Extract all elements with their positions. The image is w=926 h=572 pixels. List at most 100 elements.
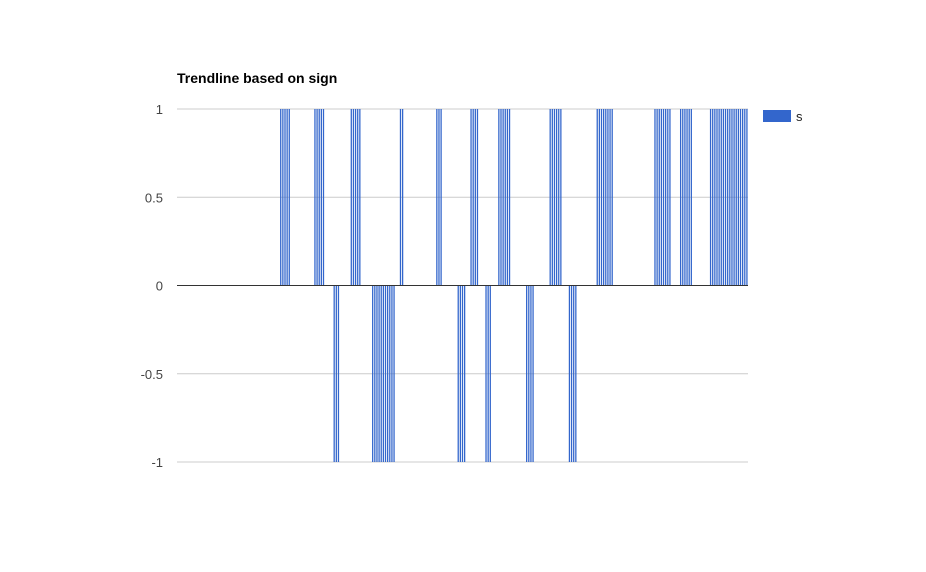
bar[interactable]	[665, 109, 667, 286]
bar[interactable]	[284, 109, 286, 286]
bar[interactable]	[350, 109, 352, 286]
bar[interactable]	[720, 109, 722, 286]
bar[interactable]	[729, 109, 731, 286]
bar[interactable]	[600, 109, 603, 286]
bar[interactable]	[609, 109, 611, 286]
bar[interactable]	[709, 109, 712, 286]
bar[interactable]	[654, 109, 656, 286]
bar[interactable]	[335, 285, 337, 463]
bar[interactable]	[387, 285, 389, 463]
bar[interactable]	[722, 109, 725, 286]
bar[interactable]	[658, 109, 660, 286]
bar[interactable]	[378, 285, 380, 463]
bar[interactable]	[459, 285, 461, 463]
bar[interactable]	[461, 285, 464, 463]
bar[interactable]	[716, 109, 718, 286]
bar[interactable]	[669, 109, 671, 286]
bar[interactable]	[504, 109, 506, 286]
bar[interactable]	[372, 285, 374, 463]
bar[interactable]	[526, 285, 528, 463]
bar[interactable]	[438, 109, 440, 286]
bar[interactable]	[470, 109, 472, 286]
bar[interactable]	[679, 109, 682, 286]
bar[interactable]	[318, 109, 320, 286]
bar[interactable]	[393, 285, 395, 463]
bar[interactable]	[605, 109, 607, 286]
bar[interactable]	[660, 109, 663, 286]
bar[interactable]	[502, 109, 504, 286]
bar[interactable]	[457, 285, 459, 463]
bar[interactable]	[337, 285, 340, 463]
bar[interactable]	[498, 109, 500, 286]
bar[interactable]	[662, 109, 665, 286]
bar[interactable]	[607, 109, 609, 286]
bar[interactable]	[573, 285, 575, 463]
bar[interactable]	[464, 285, 466, 463]
bar[interactable]	[389, 285, 391, 463]
bar[interactable]	[401, 109, 404, 286]
bar[interactable]	[474, 109, 476, 286]
bar[interactable]	[555, 109, 558, 286]
bar[interactable]	[737, 109, 740, 286]
bar[interactable]	[553, 109, 556, 286]
bar[interactable]	[280, 109, 282, 286]
bar[interactable]	[333, 285, 335, 463]
bar[interactable]	[667, 109, 669, 286]
bar[interactable]	[528, 285, 530, 463]
bar[interactable]	[487, 285, 489, 463]
bar[interactable]	[476, 109, 479, 286]
bar[interactable]	[352, 109, 355, 286]
bar[interactable]	[506, 109, 509, 286]
bar[interactable]	[382, 285, 385, 463]
bar[interactable]	[376, 285, 378, 463]
bar[interactable]	[731, 109, 733, 286]
bar[interactable]	[472, 109, 474, 286]
bar[interactable]	[724, 109, 727, 286]
bar[interactable]	[560, 109, 562, 286]
bar[interactable]	[746, 109, 748, 286]
bar[interactable]	[598, 109, 601, 286]
bar[interactable]	[532, 285, 534, 463]
bar[interactable]	[530, 285, 532, 463]
bar[interactable]	[320, 109, 322, 286]
bar[interactable]	[399, 109, 402, 286]
bar[interactable]	[558, 109, 560, 286]
bar[interactable]	[656, 109, 658, 286]
bar[interactable]	[440, 109, 442, 286]
bar[interactable]	[682, 109, 684, 286]
bar[interactable]	[735, 109, 737, 286]
bar[interactable]	[684, 109, 686, 286]
bar[interactable]	[549, 109, 551, 286]
legend[interactable]: s	[763, 109, 803, 124]
bar[interactable]	[739, 109, 742, 286]
bar[interactable]	[714, 109, 716, 286]
bar[interactable]	[286, 109, 288, 286]
bar[interactable]	[322, 109, 325, 286]
bar[interactable]	[380, 285, 382, 463]
bar[interactable]	[718, 109, 720, 286]
bar[interactable]	[288, 109, 290, 286]
bar[interactable]	[282, 109, 284, 286]
bar[interactable]	[611, 109, 613, 286]
bar[interactable]	[391, 285, 393, 463]
bar[interactable]	[374, 285, 376, 463]
bar[interactable]	[384, 285, 387, 463]
bar[interactable]	[742, 109, 744, 286]
bar[interactable]	[603, 109, 605, 286]
bar[interactable]	[575, 285, 577, 463]
bar[interactable]	[316, 109, 318, 286]
bar[interactable]	[357, 109, 359, 286]
bar[interactable]	[500, 109, 502, 286]
bar[interactable]	[744, 109, 746, 286]
bar[interactable]	[596, 109, 598, 286]
bar[interactable]	[359, 109, 361, 286]
bar[interactable]	[570, 285, 573, 463]
bar[interactable]	[436, 109, 438, 286]
bar[interactable]	[354, 109, 357, 286]
bar[interactable]	[551, 109, 553, 286]
bar[interactable]	[727, 109, 729, 286]
bar[interactable]	[690, 109, 692, 286]
bar[interactable]	[686, 109, 688, 286]
bar[interactable]	[712, 109, 714, 286]
bar[interactable]	[733, 109, 735, 286]
